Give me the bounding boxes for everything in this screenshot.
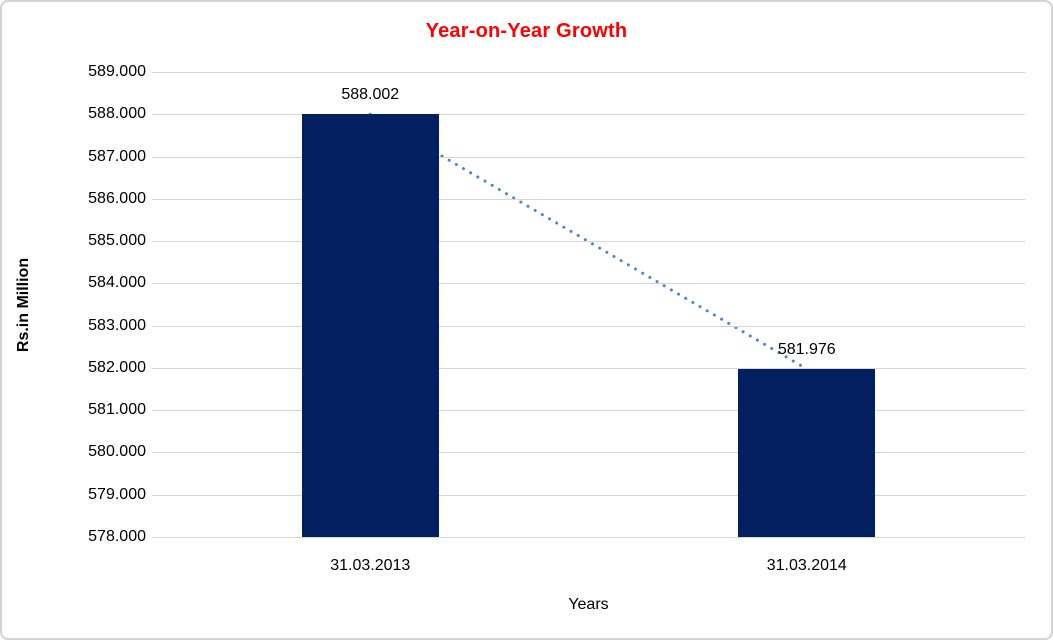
x-tick-label: 31.03.2013: [330, 557, 411, 574]
y-tick-label: 582.000: [88, 358, 146, 376]
bar-31.03.2013: [301, 114, 439, 537]
gridline: [152, 156, 1025, 158]
gridline: [152, 283, 1025, 285]
gridline: [152, 452, 1025, 454]
bar-value-label: 588.002: [341, 86, 400, 104]
y-tick-label: 588.000: [88, 105, 146, 123]
y-tick-label: 583.000: [88, 316, 146, 334]
x-axis-title: Years: [568, 596, 609, 613]
gridline: [152, 241, 1025, 243]
y-tick-label: 578.000: [88, 528, 146, 545]
chart-title: Year-on-Year Growth: [425, 20, 628, 42]
x-tick-label: 31.03.2014: [766, 557, 847, 574]
bar-value-label: 581.976: [777, 340, 836, 358]
y-tick-label: 581.000: [88, 401, 146, 419]
gridline: [152, 410, 1025, 412]
y-tick-label: 589.000: [88, 63, 146, 80]
y-tick-label: 585.000: [88, 232, 146, 250]
y-tick-label: 584.000: [88, 274, 146, 292]
gridline: [152, 325, 1025, 327]
gridline: [152, 72, 1025, 73]
gridline: [152, 367, 1025, 369]
gridline: [152, 494, 1025, 496]
y-tick-label: 587.000: [88, 147, 146, 165]
gridline: [152, 198, 1025, 200]
gridline: [152, 537, 1025, 538]
y-tick-label: 580.000: [88, 443, 146, 461]
gridline: [152, 114, 1025, 116]
y-tick-label: 579.000: [88, 485, 146, 503]
y-axis-title-text: Rs.in Million: [15, 257, 32, 353]
y-tick-label: 586.000: [88, 189, 146, 207]
bar-31.03.2014: [738, 368, 876, 537]
